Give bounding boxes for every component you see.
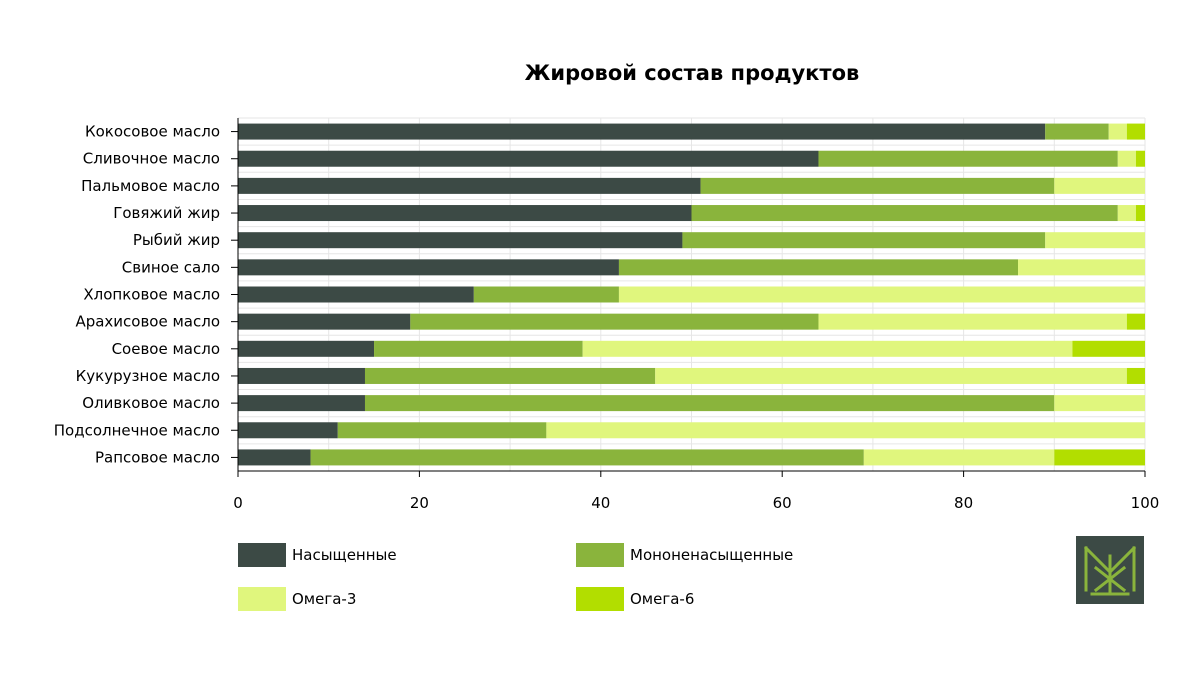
bar-segment xyxy=(818,150,1118,167)
bar-segment xyxy=(546,422,1145,439)
legend-swatch xyxy=(576,543,624,567)
bar-segment xyxy=(1072,340,1145,357)
bar-segment xyxy=(655,367,1127,384)
company-logo-icon xyxy=(1076,536,1144,604)
legend-swatch xyxy=(238,543,286,567)
bar-segment xyxy=(1126,367,1145,384)
category-label: Соевое масло xyxy=(112,340,220,358)
legend-item: Мононенасыщенные xyxy=(576,543,793,567)
bar-segment xyxy=(691,205,1118,222)
y-axis-labels: Кокосовое масло Сливочное масло Пальмовое … xyxy=(54,123,238,466)
bar-segment xyxy=(863,449,1055,466)
legend-label: Омега-3 xyxy=(292,590,357,608)
category-label: Хлопковое масло xyxy=(83,286,220,304)
chart: Жировой состав продуктов Кокосовое масло… xyxy=(54,61,1160,512)
bar-segment xyxy=(337,422,547,439)
legend-label: Омега-6 xyxy=(630,590,695,608)
bar-segment xyxy=(238,313,411,330)
category-label: Кукурузное масло xyxy=(76,367,220,385)
bar-segment xyxy=(364,395,1055,412)
bar-segment xyxy=(1126,123,1145,140)
bar-segment xyxy=(1135,205,1145,222)
bars xyxy=(238,123,1145,466)
bar-segment xyxy=(374,340,583,357)
bar-segment xyxy=(238,259,619,276)
bar-segment xyxy=(1117,150,1136,167)
bar-segment xyxy=(238,367,365,384)
x-tick-label: 0 xyxy=(233,494,243,512)
bar-segment xyxy=(310,449,864,466)
bar-segment xyxy=(1126,313,1145,330)
bar-segment xyxy=(238,205,692,222)
bar-segment xyxy=(238,286,474,303)
bar-segment xyxy=(238,395,365,412)
bar-segment xyxy=(1045,123,1109,140)
bar-segment xyxy=(238,232,683,249)
bar-segment xyxy=(1018,259,1145,276)
bar-segment xyxy=(1045,232,1145,249)
bar-segment xyxy=(238,150,819,167)
category-label: Говяжий жир xyxy=(113,204,220,222)
legend-item: Омега-3 xyxy=(238,587,356,611)
category-label: Сливочное масло xyxy=(83,150,220,168)
category-label: Пальмовое масло xyxy=(81,177,220,195)
bar-segment xyxy=(1108,123,1127,140)
bar-segment xyxy=(1054,395,1145,412)
bar-segment xyxy=(1135,150,1145,167)
bar-segment xyxy=(473,286,619,303)
bar-segment xyxy=(238,422,338,439)
bar-segment xyxy=(582,340,1073,357)
legend-swatch xyxy=(238,587,286,611)
x-tick-label: 40 xyxy=(591,494,610,512)
bar-segment xyxy=(1117,205,1136,222)
category-label: Рапсовое масло xyxy=(95,448,220,466)
category-label: Арахисовое масло xyxy=(75,313,220,331)
bar-segment xyxy=(1054,177,1145,194)
legend-label: Мононенасыщенные xyxy=(630,546,794,564)
legend-item: Омега-6 xyxy=(576,587,694,611)
bar-segment xyxy=(238,177,701,194)
x-tick-label: 60 xyxy=(773,494,792,512)
bar-segment xyxy=(618,259,1019,276)
chart-title: Жировой состав продуктов xyxy=(525,61,860,85)
category-label: Оливковое масло xyxy=(82,394,220,412)
bar-segment xyxy=(818,313,1127,330)
legend-swatch xyxy=(576,587,624,611)
bar-segment xyxy=(364,367,656,384)
x-tick-label: 20 xyxy=(410,494,429,512)
bar-segment xyxy=(682,232,1046,249)
legend: Насыщенные Мононенасыщенные Омега-3 Омега-6 xyxy=(238,540,858,616)
category-label: Подсолнечное масло xyxy=(54,421,220,439)
bar-segment xyxy=(410,313,819,330)
x-axis: 0 20 40 60 80 100 xyxy=(233,118,1159,512)
bar-segment xyxy=(618,286,1145,303)
legend-item: Насыщенные xyxy=(238,543,397,567)
bar-segment xyxy=(1054,449,1145,466)
bar-segment xyxy=(238,123,1046,140)
x-tick-label: 100 xyxy=(1131,494,1160,512)
bar-segment xyxy=(238,449,311,466)
category-label: Рыбий жир xyxy=(133,231,220,249)
category-label: Свиное сало xyxy=(122,258,220,276)
bar-segment xyxy=(238,340,375,357)
x-tick-label: 80 xyxy=(954,494,973,512)
bar-segment xyxy=(700,177,1055,194)
category-label: Кокосовое масло xyxy=(85,123,220,141)
legend-label: Насыщенные xyxy=(292,546,397,564)
